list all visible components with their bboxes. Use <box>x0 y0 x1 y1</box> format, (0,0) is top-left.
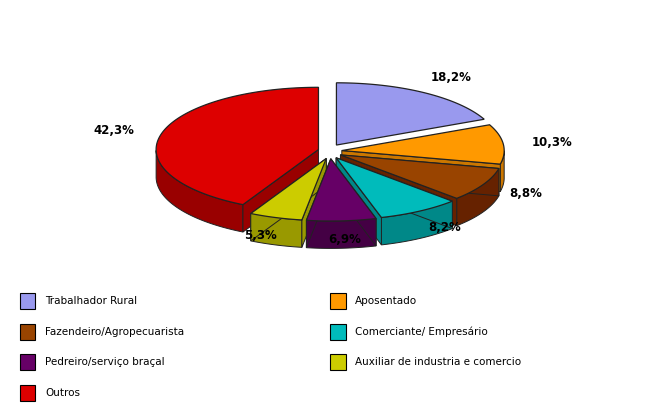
Polygon shape <box>342 125 504 164</box>
Polygon shape <box>341 155 457 226</box>
Bar <box>330 293 346 309</box>
Text: Fazendeiro/Agropecuarista: Fazendeiro/Agropecuarista <box>45 327 184 337</box>
Polygon shape <box>156 87 319 204</box>
Polygon shape <box>331 159 376 246</box>
Text: Auxiliar de industria e comercio: Auxiliar de industria e comercio <box>355 357 521 367</box>
Text: 8,8%: 8,8% <box>510 187 543 200</box>
Bar <box>20 293 36 309</box>
Text: 8,2%: 8,2% <box>428 220 461 234</box>
Bar <box>20 324 36 339</box>
Polygon shape <box>341 155 499 196</box>
Polygon shape <box>306 159 376 221</box>
Text: 42,3%: 42,3% <box>93 124 134 137</box>
Polygon shape <box>341 155 499 198</box>
Text: 6,9%: 6,9% <box>328 233 361 246</box>
Polygon shape <box>336 158 452 229</box>
Polygon shape <box>302 158 326 247</box>
Text: 10,3%: 10,3% <box>531 136 572 149</box>
Polygon shape <box>243 150 319 232</box>
Text: Outros: Outros <box>45 388 80 398</box>
Text: Comerciante/ Empresário: Comerciante/ Empresário <box>355 326 488 337</box>
Polygon shape <box>337 83 484 145</box>
Polygon shape <box>500 151 504 191</box>
Text: Aposentado: Aposentado <box>355 296 418 306</box>
Bar <box>330 324 346 339</box>
Polygon shape <box>336 158 452 218</box>
Polygon shape <box>342 151 500 191</box>
Polygon shape <box>306 159 331 248</box>
Text: 5,3%: 5,3% <box>244 229 277 242</box>
Bar <box>20 354 36 371</box>
Text: 18,2%: 18,2% <box>430 70 471 83</box>
Polygon shape <box>336 158 381 245</box>
Text: Pedreiro/serviço braçal: Pedreiro/serviço braçal <box>45 357 164 367</box>
Polygon shape <box>251 158 326 220</box>
Polygon shape <box>381 201 452 245</box>
Polygon shape <box>251 213 302 247</box>
Bar <box>330 354 346 371</box>
Bar <box>20 385 36 401</box>
Polygon shape <box>251 158 326 241</box>
Text: Trabalhador Rural: Trabalhador Rural <box>45 296 137 306</box>
Polygon shape <box>156 151 243 232</box>
Polygon shape <box>306 218 376 248</box>
Polygon shape <box>457 169 499 226</box>
